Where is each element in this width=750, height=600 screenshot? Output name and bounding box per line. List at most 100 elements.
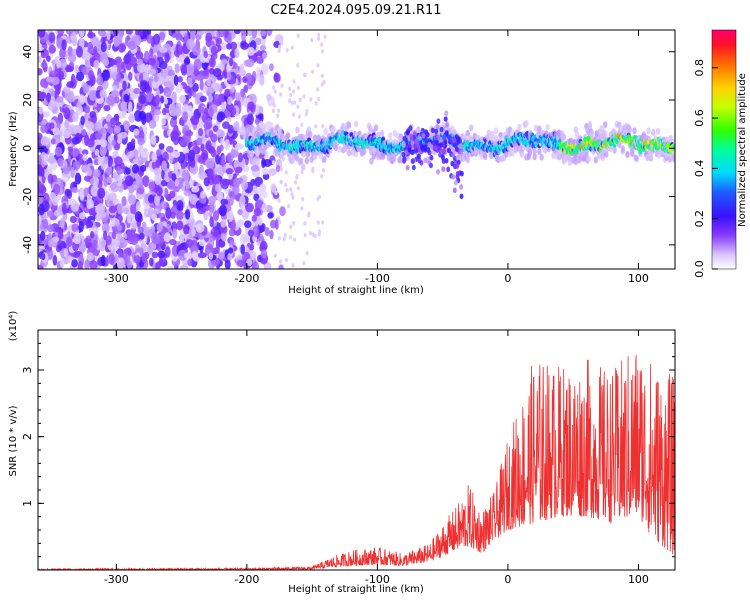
y-tick-label: 3 [21,367,34,374]
noise-cell [222,121,230,129]
noise-cell [260,191,268,199]
noise-cell [153,74,159,83]
noise-cell [181,64,187,76]
noise-cell [74,64,80,75]
noise-cell [88,89,98,101]
noise-cell [58,58,67,69]
noise-cell [105,167,113,176]
signal-cell [436,134,441,140]
noise-cell [128,184,135,194]
noise-cell [216,191,223,201]
noise-cell [144,112,153,123]
noise-cell [105,235,112,246]
noise-cell [279,179,283,185]
noise-cell [300,169,304,175]
noise-cell [224,88,230,97]
noise-cell [110,117,120,126]
signal-cell [444,130,449,136]
signal-cell [405,164,410,171]
noise-cell [149,257,154,267]
colorbar-tick-label: 0.4 [693,160,706,178]
noise-cell [62,202,67,215]
noise-cell [137,226,144,234]
noise-cell [233,177,240,188]
noise-cell [288,98,292,103]
noise-cell [162,107,167,116]
noise-cell [273,89,277,94]
signal-cell [447,134,451,141]
noise-cell [171,91,177,103]
noise-cell [173,162,180,171]
noise-cell [240,30,247,37]
noise-cell [143,235,148,244]
noise-cell [172,200,178,206]
noise-cell [173,74,179,86]
noise-cell [317,36,321,41]
signal-cell [414,138,419,144]
noise-cell [288,234,292,240]
noise-cell [176,220,184,231]
noise-cell [155,149,162,157]
noise-cell [130,203,137,215]
snr-x-ticks: -300 -200 -100 0 100 [104,330,649,586]
noise-cell [126,212,132,224]
signal-halo-cell [612,146,617,154]
noise-cell [146,92,153,103]
noise-cell [183,252,193,259]
noise-cell [236,259,246,267]
noise-cell [291,263,295,268]
noise-cell [195,223,205,233]
noise-cell [156,222,163,233]
noise-cell [46,55,51,62]
noise-cell [241,210,249,220]
noise-cell [216,129,225,138]
noise-cell [310,37,314,43]
signal-halo-cell [551,151,556,159]
noise-cell [71,136,80,145]
spectrogram-x-ticks: -300 -200 -100 0 100 [104,30,649,285]
noise-cell [47,102,56,111]
noise-cell [203,121,213,130]
noise-cell [200,190,206,199]
signal-cell [420,144,424,150]
noise-cell [185,180,190,190]
noise-cell [200,143,205,152]
noise-cell [285,257,288,263]
signal-halo-cell [299,133,305,141]
noise-cell [188,218,196,230]
noise-cell [88,70,95,81]
signal-cell [453,179,458,186]
noise-cell [267,212,274,219]
noise-cell [278,39,282,44]
noise-cell [234,48,240,59]
noise-cell [64,119,70,129]
noise-cell [152,208,161,215]
noise-cell [140,164,147,172]
noise-cell [134,211,142,223]
noise-cell [197,252,207,259]
noise-cell [203,68,209,76]
signal-halo-cell [533,124,539,132]
signal-halo-cell [510,149,515,157]
noise-cell [219,138,224,145]
noise-cell [89,178,94,185]
signal-halo-cell [655,127,661,135]
noise-cell [61,39,67,51]
signal-cell [413,143,418,149]
noise-cell [48,44,56,54]
noise-cell [120,162,125,170]
signal-halo-cell [380,152,386,160]
noise-cell [176,211,185,220]
noise-cell [192,82,199,92]
noise-cell [242,235,251,243]
noise-cell [103,156,109,165]
noise-cell [242,76,248,83]
noise-cell [43,82,48,89]
noise-cell [164,80,173,88]
noise-cell [290,45,294,50]
noise-cell [239,63,245,74]
noise-cell [212,82,221,91]
noise-cell [272,191,280,200]
noise-cell [177,44,183,52]
noise-cell [252,261,259,269]
